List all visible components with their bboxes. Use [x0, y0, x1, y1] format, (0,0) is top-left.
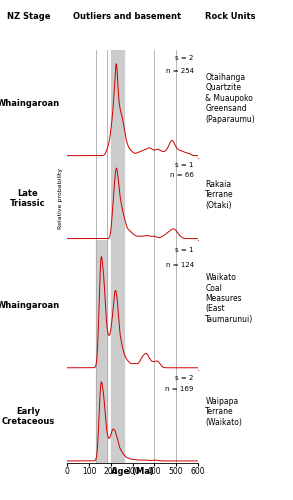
- Text: s = 1: s = 1: [176, 246, 194, 252]
- Text: Waipapa
Terrane
(Waikato): Waipapa Terrane (Waikato): [205, 396, 242, 426]
- Text: Rock Units: Rock Units: [205, 12, 256, 21]
- Text: s = 1: s = 1: [176, 162, 194, 168]
- Text: Late
Triassic: Late Triassic: [10, 189, 46, 208]
- Text: n = 169: n = 169: [166, 386, 194, 392]
- Text: Relative probability: Relative probability: [58, 168, 63, 230]
- Text: Whaingaroan: Whaingaroan: [0, 300, 59, 310]
- Text: Early
Cretaceous: Early Cretaceous: [1, 406, 54, 426]
- Text: Whaingaroan: Whaingaroan: [0, 99, 59, 108]
- Bar: [96, 370, 107, 462]
- Text: n = 124: n = 124: [166, 262, 194, 268]
- Text: Rakaia
Terrane
(Otaki): Rakaia Terrane (Otaki): [205, 180, 234, 210]
- Bar: [96, 240, 107, 370]
- Bar: [111, 370, 124, 462]
- Text: Outliers and basement: Outliers and basement: [73, 12, 182, 21]
- Bar: [111, 158, 124, 240]
- Text: NZ Stage: NZ Stage: [7, 12, 50, 21]
- Text: s = 2: s = 2: [176, 374, 194, 380]
- Text: n = 254: n = 254: [166, 68, 194, 74]
- Text: Age (Ma): Age (Ma): [111, 467, 154, 476]
- Bar: [111, 50, 124, 158]
- Text: s = 2: s = 2: [176, 56, 194, 62]
- Text: Otaihanga
Quartzite
& Muaupoko
Greensand
(Paparaumu): Otaihanga Quartzite & Muaupoko Greensand…: [205, 73, 255, 124]
- Bar: [111, 240, 124, 370]
- Text: n = 66: n = 66: [170, 172, 194, 177]
- Text: Waikato
Coal
Measures
(East
Taumarunui): Waikato Coal Measures (East Taumarunui): [205, 273, 253, 324]
